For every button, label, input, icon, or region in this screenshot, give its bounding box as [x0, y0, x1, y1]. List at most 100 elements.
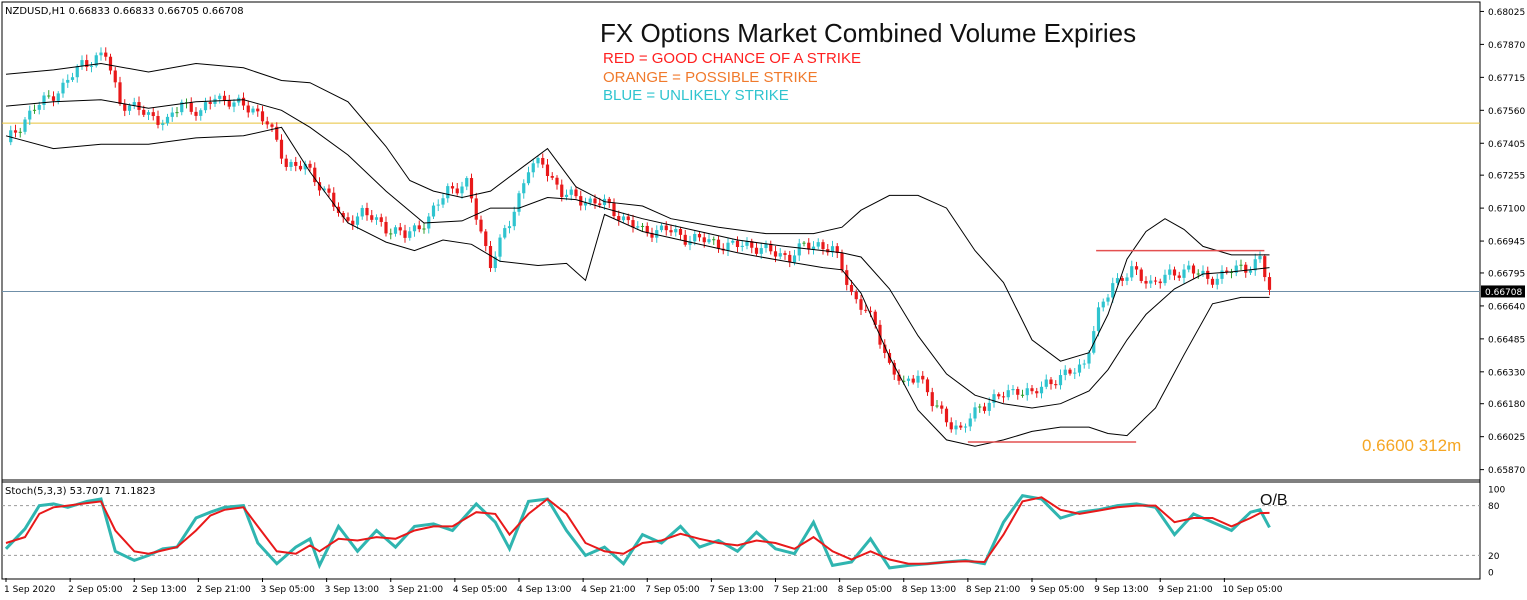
candle-body	[218, 95, 222, 99]
candle	[465, 176, 469, 191]
candle-body	[512, 211, 516, 227]
current-price-box	[1481, 285, 1525, 298]
candle	[740, 240, 744, 252]
price-tick-label: 0.65870	[1488, 466, 1525, 476]
candle	[1092, 325, 1096, 355]
candle-body	[1115, 278, 1120, 284]
candle	[469, 173, 474, 203]
candle-body	[374, 217, 379, 220]
candle-body	[431, 205, 436, 217]
candle-body	[968, 418, 972, 427]
candle	[298, 160, 303, 172]
candle	[66, 74, 70, 88]
candle-body	[455, 188, 459, 194]
candle-body	[1168, 269, 1172, 275]
candle-body	[80, 60, 84, 67]
candle-body	[678, 229, 683, 235]
candle-body	[621, 216, 626, 221]
candle-body	[593, 198, 597, 204]
candle-body	[161, 123, 165, 125]
candle-body	[498, 237, 502, 257]
candle	[1077, 359, 1082, 377]
candle	[484, 229, 488, 252]
candle-body	[669, 230, 673, 233]
candle	[1139, 267, 1143, 284]
candle	[1035, 387, 1039, 398]
candle	[1168, 264, 1172, 280]
candle	[384, 216, 388, 237]
legend-orange: ORANGE = POSSIBLE STRIKE	[603, 69, 818, 86]
candle	[460, 181, 464, 199]
candle-body	[1087, 352, 1091, 364]
candle	[745, 237, 749, 250]
candle-body	[346, 217, 350, 221]
candle	[935, 399, 939, 409]
candle-body	[987, 402, 991, 411]
candle-body	[1158, 281, 1162, 284]
candle	[849, 280, 854, 296]
candle-body	[550, 176, 554, 178]
candle-body	[1049, 379, 1053, 385]
candle	[412, 223, 417, 237]
candle	[56, 91, 60, 105]
candle-body	[1253, 259, 1257, 271]
candle	[1125, 273, 1129, 286]
candle	[1239, 259, 1243, 270]
candle-body	[422, 228, 426, 230]
candle	[1229, 268, 1234, 279]
candle-body	[156, 116, 160, 125]
candle-body	[959, 425, 963, 428]
candle	[1210, 276, 1215, 288]
candle	[636, 221, 640, 230]
candle-body	[1187, 265, 1191, 270]
candle-body	[583, 202, 588, 206]
candle-body	[308, 163, 312, 168]
candle	[507, 220, 512, 234]
candle-body	[735, 240, 740, 247]
candle	[289, 159, 293, 172]
candle-body	[332, 192, 336, 207]
candle	[968, 413, 972, 432]
candle	[949, 417, 953, 433]
candle-body	[398, 227, 402, 231]
time-tick-label: 2 Sep 05:00	[68, 585, 123, 595]
candle	[218, 93, 222, 104]
candle	[94, 52, 98, 68]
candle-body	[731, 240, 735, 243]
symbol-header: NZDUSD,H1 0.66833 0.66833 0.66705 0.6670…	[5, 6, 244, 17]
candle	[398, 222, 402, 236]
candle-body	[393, 227, 398, 234]
time-tick-label: 4 Sep 13:00	[517, 585, 572, 595]
candle	[227, 94, 231, 110]
candle-body	[992, 394, 996, 403]
candle	[1025, 382, 1029, 401]
candle	[574, 186, 578, 199]
candle-body	[232, 102, 236, 107]
price-tick-label: 0.66945	[1488, 238, 1525, 248]
candle-body	[1111, 283, 1115, 298]
candle	[1187, 260, 1191, 273]
price-tick-label: 0.67255	[1488, 172, 1525, 182]
candle-body	[797, 243, 801, 256]
candle	[1101, 298, 1105, 312]
candle-body	[175, 112, 179, 114]
candle-body	[222, 95, 227, 101]
candle	[830, 240, 835, 257]
candle-body	[484, 231, 488, 247]
candle-body	[1172, 269, 1177, 276]
candle-body	[1096, 307, 1101, 332]
candle-body	[32, 109, 37, 111]
candle	[270, 122, 274, 133]
stoch-tick-label: 80	[1488, 502, 1500, 512]
axis-layer: 0.68025 0.67870 0.67715 0.67560 0.67405 0.672…	[4, 8, 1525, 595]
candle	[108, 53, 113, 75]
candle-body	[902, 380, 906, 382]
candle	[883, 339, 887, 359]
candle-body	[246, 105, 250, 113]
time-tick-label: 9 Sep 21:00	[1158, 585, 1213, 595]
candle	[1016, 386, 1020, 400]
overbought-label: O/B	[1260, 492, 1288, 509]
candle-body	[626, 216, 630, 221]
candle-body	[764, 243, 768, 249]
